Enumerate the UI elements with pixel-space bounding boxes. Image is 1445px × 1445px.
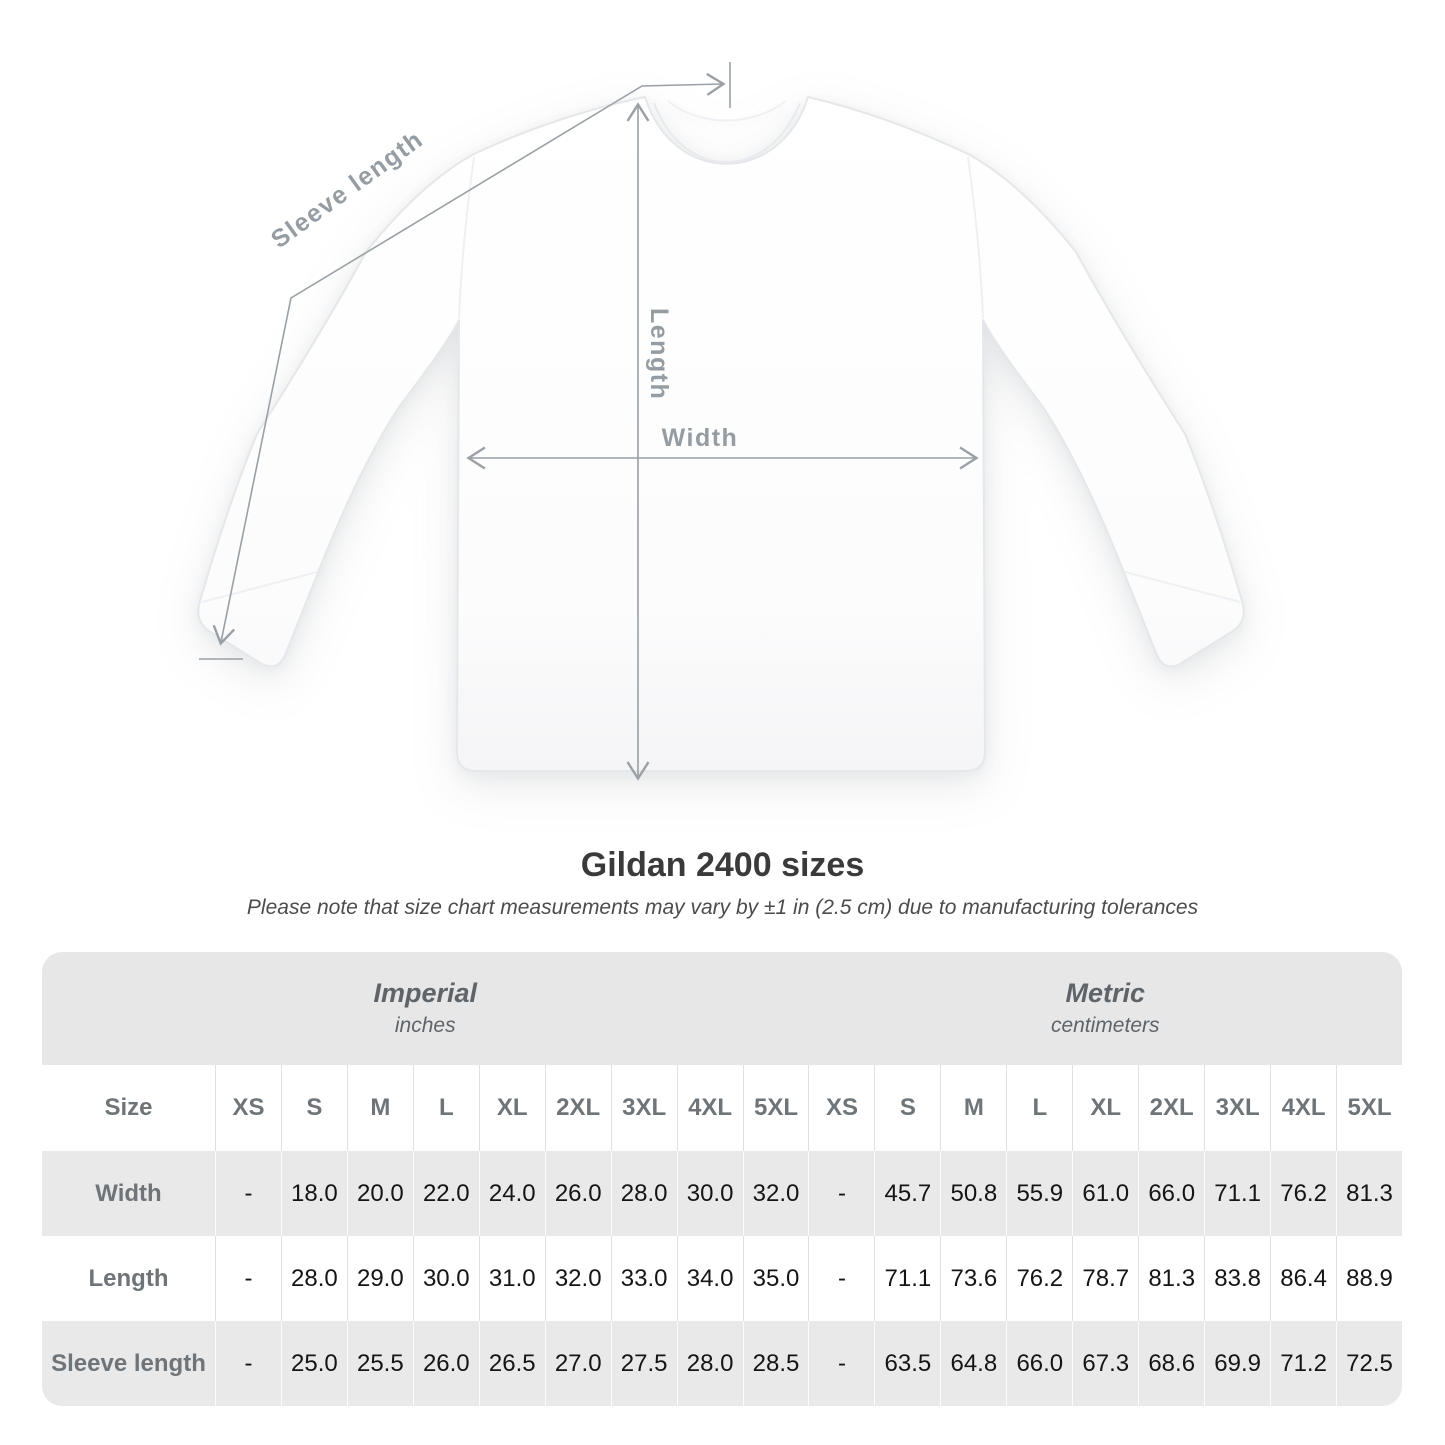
cuff-seam-right	[1124, 571, 1241, 603]
cell-width-metric-xl: 61.0	[1072, 1151, 1139, 1236]
size-diagram: Sleeve length Length Width	[197, 62, 1245, 781]
collar-back-line	[667, 100, 787, 122]
col-header-imperial-3xl: 3XL	[610, 1065, 677, 1151]
cell-sleeve-imperial-3xl: 27.5	[610, 1321, 677, 1406]
cell-length-metric-5xl: 88.9	[1336, 1236, 1402, 1321]
cell-length-imperial-4xl: 34.0	[676, 1236, 743, 1321]
tolerance-note: Please note that size chart measurements…	[246, 896, 1199, 919]
cell-width-metric-5xl: 81.3	[1336, 1151, 1402, 1236]
col-header-metric-xl: XL	[1072, 1065, 1139, 1151]
col-header-metric-3xl: 3XL	[1204, 1065, 1271, 1151]
cell-length-imperial-m: 29.0	[346, 1236, 413, 1321]
col-header-imperial-l: L	[412, 1065, 479, 1151]
imperial-unit: inches	[394, 1014, 456, 1038]
sleeve-length-arrow	[212, 72, 726, 646]
cell-length-metric-xs: -	[808, 1236, 875, 1321]
cell-sleeve-metric-s: 63.5	[874, 1321, 941, 1406]
col-header-metric-xs: XS	[808, 1065, 875, 1151]
cell-length-metric-4xl: 86.4	[1270, 1236, 1337, 1321]
cell-length-imperial-5xl: 35.0	[742, 1236, 809, 1321]
cell-length-imperial-2xl: 32.0	[544, 1236, 611, 1321]
cell-length-metric-l: 76.2	[1006, 1236, 1073, 1321]
col-header-imperial-s: S	[280, 1065, 347, 1151]
col-header-imperial-m: M	[346, 1065, 413, 1151]
cell-length-imperial-xs: -	[215, 1236, 281, 1321]
cell-sleeve-imperial-l: 26.0	[412, 1321, 479, 1406]
col-header-metric-4xl: 4XL	[1270, 1065, 1337, 1151]
cell-width-metric-l: 55.9	[1006, 1151, 1073, 1236]
cell-sleeve-imperial-m: 25.5	[346, 1321, 413, 1406]
length-label: Length	[645, 308, 673, 400]
cell-length-imperial-3xl: 33.0	[610, 1236, 677, 1321]
row-label-length: Length	[42, 1236, 215, 1321]
col-header-metric-2xl: 2XL	[1138, 1065, 1205, 1151]
col-header-imperial-xl: XL	[478, 1065, 545, 1151]
cell-sleeve-metric-xl: 67.3	[1072, 1321, 1139, 1406]
width-label: Width	[662, 424, 739, 452]
cell-length-imperial-l: 30.0	[412, 1236, 479, 1321]
cell-width-imperial-xl: 24.0	[478, 1151, 545, 1236]
cell-sleeve-imperial-5xl: 28.5	[742, 1321, 809, 1406]
cell-sleeve-metric-2xl: 68.6	[1138, 1321, 1205, 1406]
cell-width-metric-2xl: 66.0	[1138, 1151, 1205, 1236]
cell-length-imperial-xl: 31.0	[478, 1236, 545, 1321]
col-header-imperial-5xl: 5XL	[742, 1065, 809, 1151]
size-chart-table: Imperial inches Metric centimeters Size …	[42, 952, 1402, 1406]
cell-width-metric-4xl: 76.2	[1270, 1151, 1337, 1236]
imperial-label: Imperial	[373, 978, 478, 1009]
cell-width-imperial-s: 18.0	[280, 1151, 347, 1236]
metric-unit: centimeters	[1050, 1014, 1160, 1038]
cell-width-metric-3xl: 71.1	[1204, 1151, 1271, 1236]
cell-width-metric-xs: -	[808, 1151, 875, 1236]
size-corner-header: Size	[42, 1065, 215, 1151]
cell-length-metric-xl: 78.7	[1072, 1236, 1139, 1321]
col-header-imperial-4xl: 4XL	[676, 1065, 743, 1151]
cell-length-metric-2xl: 81.3	[1138, 1236, 1205, 1321]
cell-length-metric-3xl: 83.8	[1204, 1236, 1271, 1321]
col-header-metric-s: S	[874, 1065, 941, 1151]
cell-width-metric-s: 45.7	[874, 1151, 941, 1236]
metric-section-header: Metric centimeters	[808, 952, 1402, 1065]
cell-sleeve-metric-5xl: 72.5	[1336, 1321, 1402, 1406]
cell-width-imperial-5xl: 32.0	[742, 1151, 809, 1236]
cell-sleeve-metric-3xl: 69.9	[1204, 1321, 1271, 1406]
col-header-imperial-xs: XS	[215, 1065, 281, 1151]
cell-sleeve-metric-4xl: 71.2	[1270, 1321, 1337, 1406]
row-label-width: Width	[42, 1151, 215, 1236]
imperial-section-header: Imperial inches	[42, 952, 809, 1065]
cell-sleeve-imperial-xs: -	[215, 1321, 281, 1406]
col-header-metric-l: L	[1006, 1065, 1073, 1151]
metric-label: Metric	[1065, 978, 1145, 1009]
shoulder-seam-right	[967, 156, 984, 319]
cell-sleeve-metric-l: 66.0	[1006, 1321, 1073, 1406]
col-header-imperial-2xl: 2XL	[544, 1065, 611, 1151]
row-label-sleeve-length: Sleeve length	[42, 1321, 215, 1406]
cell-width-imperial-m: 20.0	[346, 1151, 413, 1236]
cell-width-imperial-2xl: 26.0	[544, 1151, 611, 1236]
cell-width-imperial-4xl: 30.0	[676, 1151, 743, 1236]
col-header-metric-5xl: 5XL	[1336, 1065, 1402, 1151]
col-header-metric-m: M	[940, 1065, 1007, 1151]
cell-sleeve-imperial-2xl: 27.0	[544, 1321, 611, 1406]
cell-length-metric-m: 73.6	[940, 1236, 1007, 1321]
cell-sleeve-imperial-4xl: 28.0	[676, 1321, 743, 1406]
cell-length-metric-s: 71.1	[874, 1236, 941, 1321]
cell-sleeve-imperial-xl: 26.5	[478, 1321, 545, 1406]
cell-sleeve-imperial-s: 25.0	[280, 1321, 347, 1406]
cell-width-imperial-3xl: 28.0	[610, 1151, 677, 1236]
cell-width-imperial-xs: -	[215, 1151, 281, 1236]
cell-width-imperial-l: 22.0	[412, 1151, 479, 1236]
page-title: Gildan 2400 sizes	[580, 846, 865, 884]
cell-sleeve-metric-xs: -	[808, 1321, 875, 1406]
cell-length-imperial-s: 28.0	[280, 1236, 347, 1321]
cell-width-metric-m: 50.8	[940, 1151, 1007, 1236]
cell-sleeve-metric-m: 64.8	[940, 1321, 1007, 1406]
measurement-lines	[199, 62, 979, 781]
